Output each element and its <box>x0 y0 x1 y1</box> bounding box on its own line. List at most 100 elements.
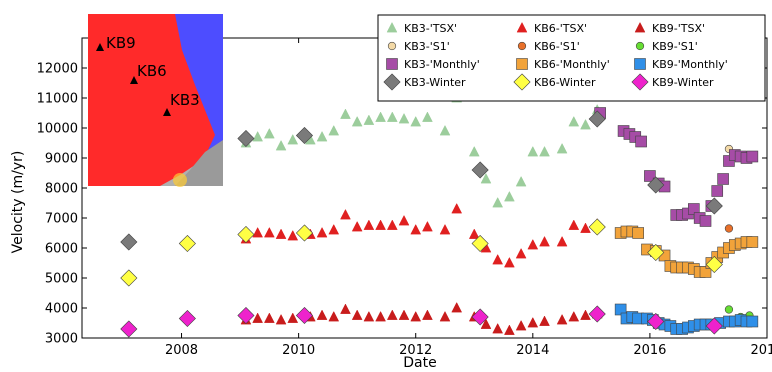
legend-label: KB6-Winter <box>534 76 596 89</box>
series-kb6-monthly <box>614 225 759 278</box>
series-kb6-s1 <box>724 224 734 233</box>
data-point-kb6-tsx <box>263 226 275 238</box>
data-point-kb6-tsx <box>527 238 539 250</box>
kb6-map-label: KB6 <box>137 62 167 80</box>
data-point-kb9-tsx <box>504 324 515 335</box>
data-point-kb3-winter <box>120 233 138 251</box>
y-tick-label: 6000 <box>45 242 78 257</box>
data-point-kb9-winter <box>120 320 138 338</box>
data-point-kb6-tsx <box>328 223 340 235</box>
legend-label: KB9-'S1' <box>652 40 698 53</box>
legend-entry-kb6-monthly: KB6-'Monthly' <box>516 58 610 71</box>
legend-label: KB9-Winter <box>652 76 714 89</box>
legend-entry-kb9-s1: KB9-'S1' <box>635 40 698 53</box>
legend-label: KB3-'S1' <box>404 40 450 53</box>
series-kb6-winter <box>120 218 723 287</box>
inset-glacier-map: KB9 KB6 KB3 <box>88 14 223 187</box>
data-point-kb3-tsx <box>480 172 492 184</box>
data-point-kb3-tsx <box>539 145 550 157</box>
data-point-kb9-monthly <box>614 303 627 316</box>
data-point-kb9-tsx <box>351 309 363 320</box>
kb6-location-marker <box>130 76 138 84</box>
data-point-kb6-tsx <box>439 223 451 235</box>
data-point-kb9-tsx <box>539 315 550 326</box>
data-point-kb3-tsx <box>252 130 264 142</box>
data-point-kb9-tsx <box>410 310 422 322</box>
legend-entry-kb3-winter: KB3-Winter <box>383 73 466 91</box>
legend-marker-kb3-winter <box>383 73 401 91</box>
data-point-kb6-winter <box>295 224 314 242</box>
data-point-kb3-tsx <box>468 145 480 157</box>
data-point-kb9-tsx <box>363 310 375 322</box>
data-point-kb6-tsx <box>386 219 398 230</box>
data-point-kb6-winter <box>471 234 489 253</box>
data-point-kb3-tsx <box>328 124 340 136</box>
legend-label: KB3-'Monthly' <box>404 58 480 71</box>
legend-label: KB6-'S1' <box>534 40 580 53</box>
series-kb9-monthly <box>614 303 759 335</box>
data-point-kb9-tsx <box>439 310 451 322</box>
data-point-kb3-tsx <box>504 190 515 202</box>
data-point-kb3-tsx <box>363 114 375 125</box>
data-point-kb9-tsx <box>422 309 433 320</box>
y-tick-label: 10000 <box>37 122 78 137</box>
data-point-kb6-tsx <box>287 229 299 241</box>
data-point-kb6-tsx <box>556 235 568 247</box>
data-point-kb9-tsx <box>398 309 410 320</box>
data-point-kb3-winter <box>471 161 489 179</box>
legend-label: KB9-'TSX' <box>652 22 705 35</box>
legend-entry-kb9-monthly: KB9-'Monthly' <box>634 58 728 71</box>
series-kb6-tsx <box>240 202 603 268</box>
x-tick-label: 2010 <box>282 343 315 358</box>
data-point-kb9-tsx <box>275 313 287 325</box>
data-point-kb6-tsx <box>351 220 363 232</box>
data-point-kb3-tsx <box>568 115 580 127</box>
data-point-kb9-tsx <box>568 310 580 322</box>
y-tick-label: 3000 <box>45 332 78 347</box>
data-point-kb3-monthly <box>688 203 700 215</box>
data-point-kb6-tsx <box>252 226 264 238</box>
data-point-kb3-monthly <box>711 185 724 197</box>
data-point-kb3-winter <box>237 129 255 148</box>
data-point-kb9-winter <box>705 317 723 335</box>
inset-map-calving-front <box>175 140 223 186</box>
kb9-location-marker <box>96 43 104 51</box>
data-point-kb6-tsx <box>468 228 480 239</box>
data-point-kb9-tsx <box>340 303 351 314</box>
legend-box <box>377 14 766 102</box>
y-tick-label: 5000 <box>45 272 78 287</box>
y-tick-label: 9000 <box>45 152 78 167</box>
data-point-kb6-tsx <box>340 208 351 220</box>
legend-marker-kb9-monthly <box>634 58 646 70</box>
legend-label: KB9-'Monthly' <box>652 58 728 71</box>
legend-entry-kb3-monthly: KB3-'Monthly' <box>386 58 480 71</box>
data-point-kb9-tsx <box>451 301 463 313</box>
data-point-kb9-tsx <box>316 309 328 320</box>
data-point-kb3-tsx <box>351 115 363 127</box>
data-point-kb6-monthly <box>746 236 759 248</box>
data-point-kb6-monthly <box>632 227 644 239</box>
legend-marker-kb3-tsx <box>386 21 398 33</box>
data-point-kb3-tsx <box>492 196 504 208</box>
x-axis-label: Date <box>403 355 436 371</box>
legend-marker-kb9-s1 <box>635 41 645 51</box>
data-point-kb6-tsx <box>398 214 410 226</box>
x-tick-label: 2016 <box>633 343 666 358</box>
data-point-kb6-monthly <box>699 266 712 278</box>
data-point-kb9-monthly <box>746 315 759 328</box>
data-point-kb3-tsx <box>556 142 568 154</box>
data-point-kb6-tsx <box>492 253 504 265</box>
data-point-kb9-tsx <box>492 322 504 334</box>
data-point-kb3-tsx <box>287 133 299 145</box>
legend-marker-kb6-s1 <box>517 41 527 51</box>
data-point-kb3-tsx <box>275 139 287 151</box>
data-point-kb3-tsx <box>527 145 539 157</box>
data-point-kb3-tsx <box>422 111 433 122</box>
data-point-kb9-winter <box>471 308 489 326</box>
data-point-kb3-winter <box>705 197 723 215</box>
legend-entry-kb3-tsx: KB3-'TSX' <box>386 21 457 35</box>
data-point-kb6-tsx <box>422 220 433 232</box>
data-point-kb3-tsx <box>580 118 591 130</box>
data-point-kb9-tsx <box>328 310 340 322</box>
data-point-kb3-monthly <box>723 155 735 167</box>
